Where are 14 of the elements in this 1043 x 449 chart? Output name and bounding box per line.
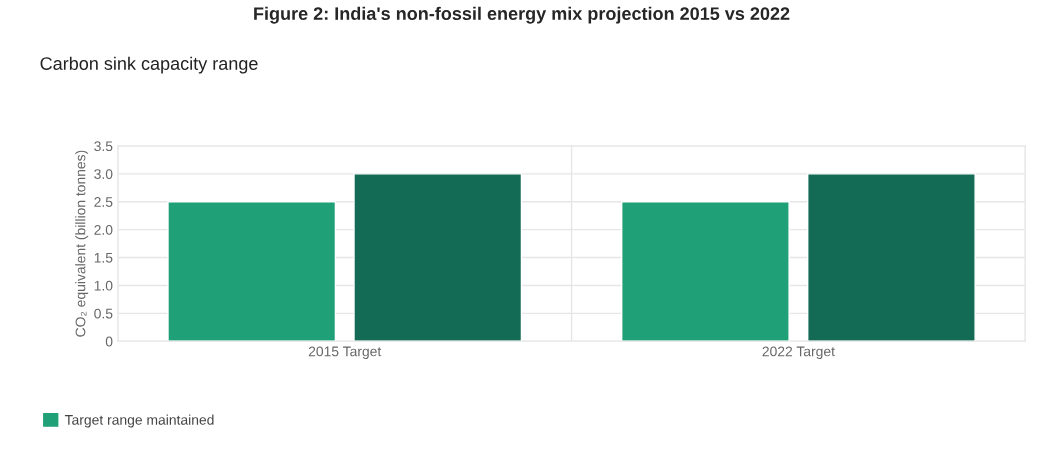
y-tick-label: 2.0 xyxy=(94,224,113,235)
y-tick-label: 2.5 xyxy=(94,197,113,207)
chart-title: Figure 2: India's non-fossil energy mix projection 2015 vs 2022 xyxy=(254,6,790,24)
x-tick-label: 2015 Target xyxy=(308,346,382,360)
y-axis-title: CO₂ equivalent (billion tonnes) xyxy=(75,150,89,337)
y-tick-label: 1.0 xyxy=(94,280,113,291)
x-tick-label: 2022 Target xyxy=(762,346,835,360)
y-tick-label: 1.5 xyxy=(94,253,113,263)
y-tick-label: 3.5 xyxy=(94,141,113,152)
y-tick-label: 0 xyxy=(105,336,113,347)
chart-subtitle: Carbon sink capacity range xyxy=(40,56,258,74)
y-tick-label: 3.0 xyxy=(94,169,113,179)
y-tick-label: 0.5 xyxy=(94,308,113,319)
legend-label: Target range maintained xyxy=(64,414,214,428)
